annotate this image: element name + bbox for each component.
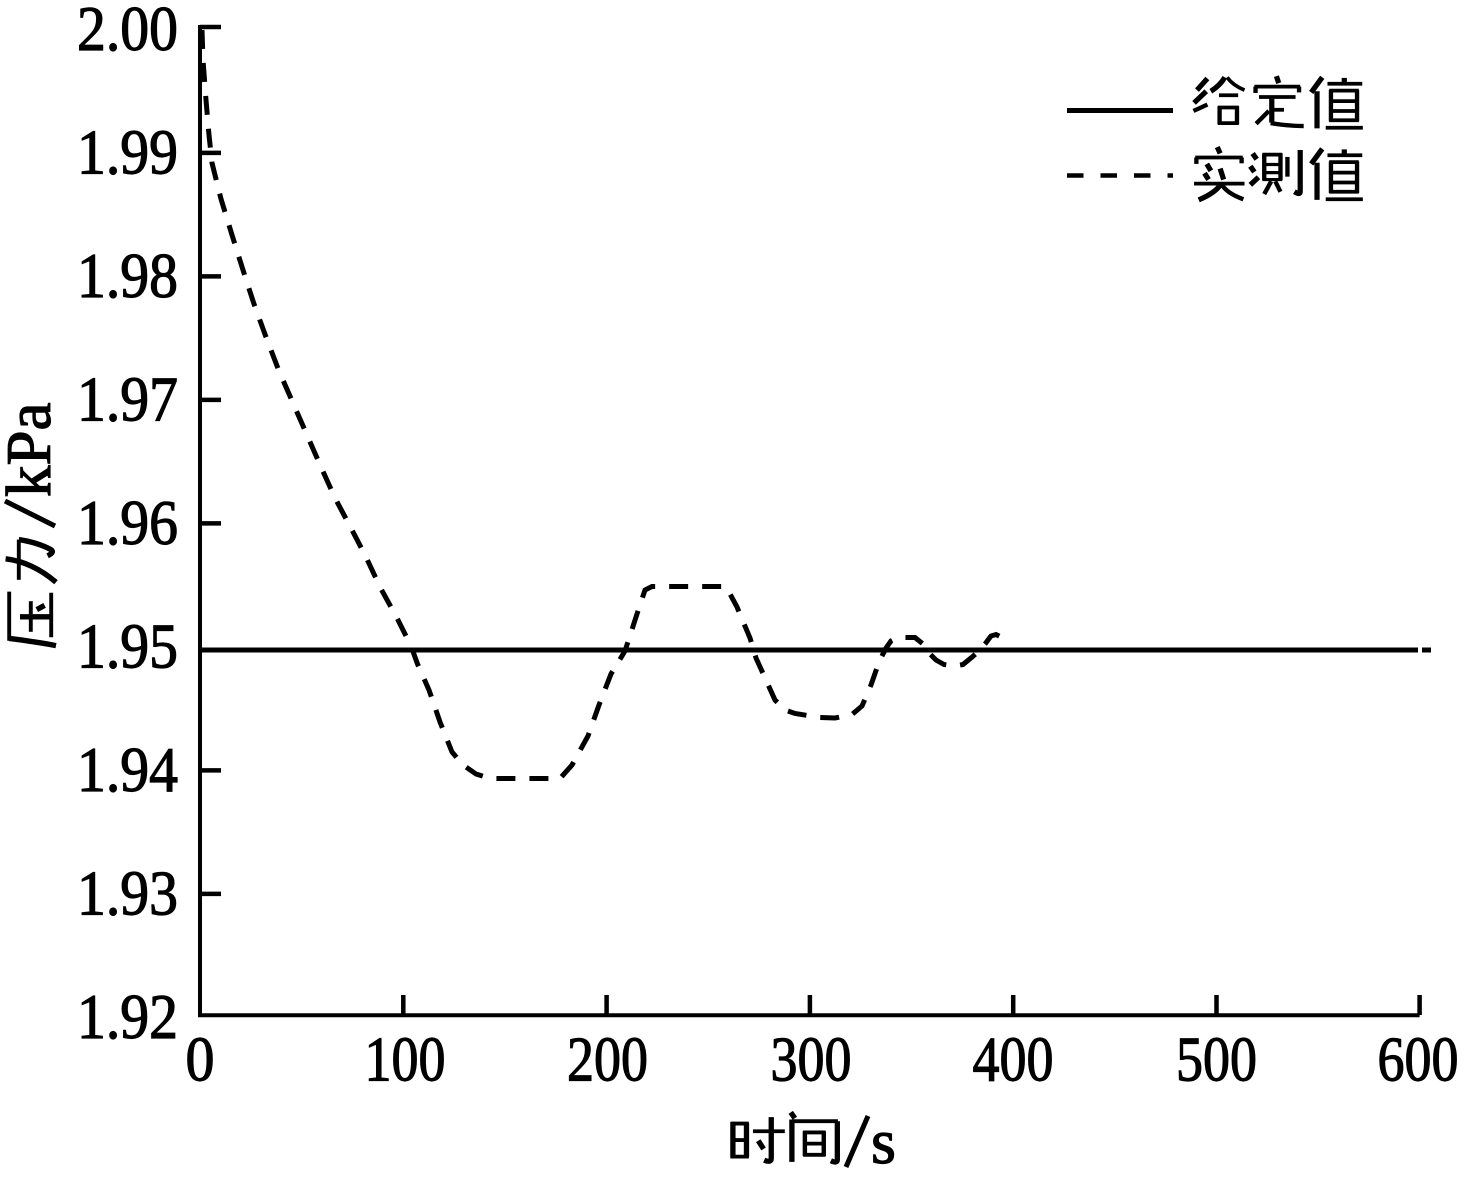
svg-text:300: 300 [771, 1024, 852, 1095]
svg-text:kPa: kPa [0, 402, 64, 497]
svg-text:1.97: 1.97 [77, 364, 178, 435]
svg-text:1.95: 1.95 [77, 611, 178, 682]
svg-text:500: 500 [1176, 1024, 1257, 1095]
svg-text:2.00: 2.00 [77, 0, 178, 64]
svg-text:1.92: 1.92 [77, 981, 178, 1052]
svg-text:1.98: 1.98 [77, 240, 178, 311]
svg-text:0: 0 [186, 1024, 215, 1095]
svg-text:200: 200 [567, 1024, 648, 1095]
svg-text:1.99: 1.99 [77, 117, 178, 188]
svg-text:1.94: 1.94 [77, 734, 178, 805]
svg-text:100: 100 [365, 1024, 446, 1095]
svg-text:400: 400 [973, 1024, 1054, 1095]
svg-text:s: s [871, 1106, 896, 1177]
svg-text:1.93: 1.93 [77, 858, 178, 929]
svg-text:1.96: 1.96 [77, 487, 178, 558]
svg-text:600: 600 [1378, 1024, 1459, 1095]
